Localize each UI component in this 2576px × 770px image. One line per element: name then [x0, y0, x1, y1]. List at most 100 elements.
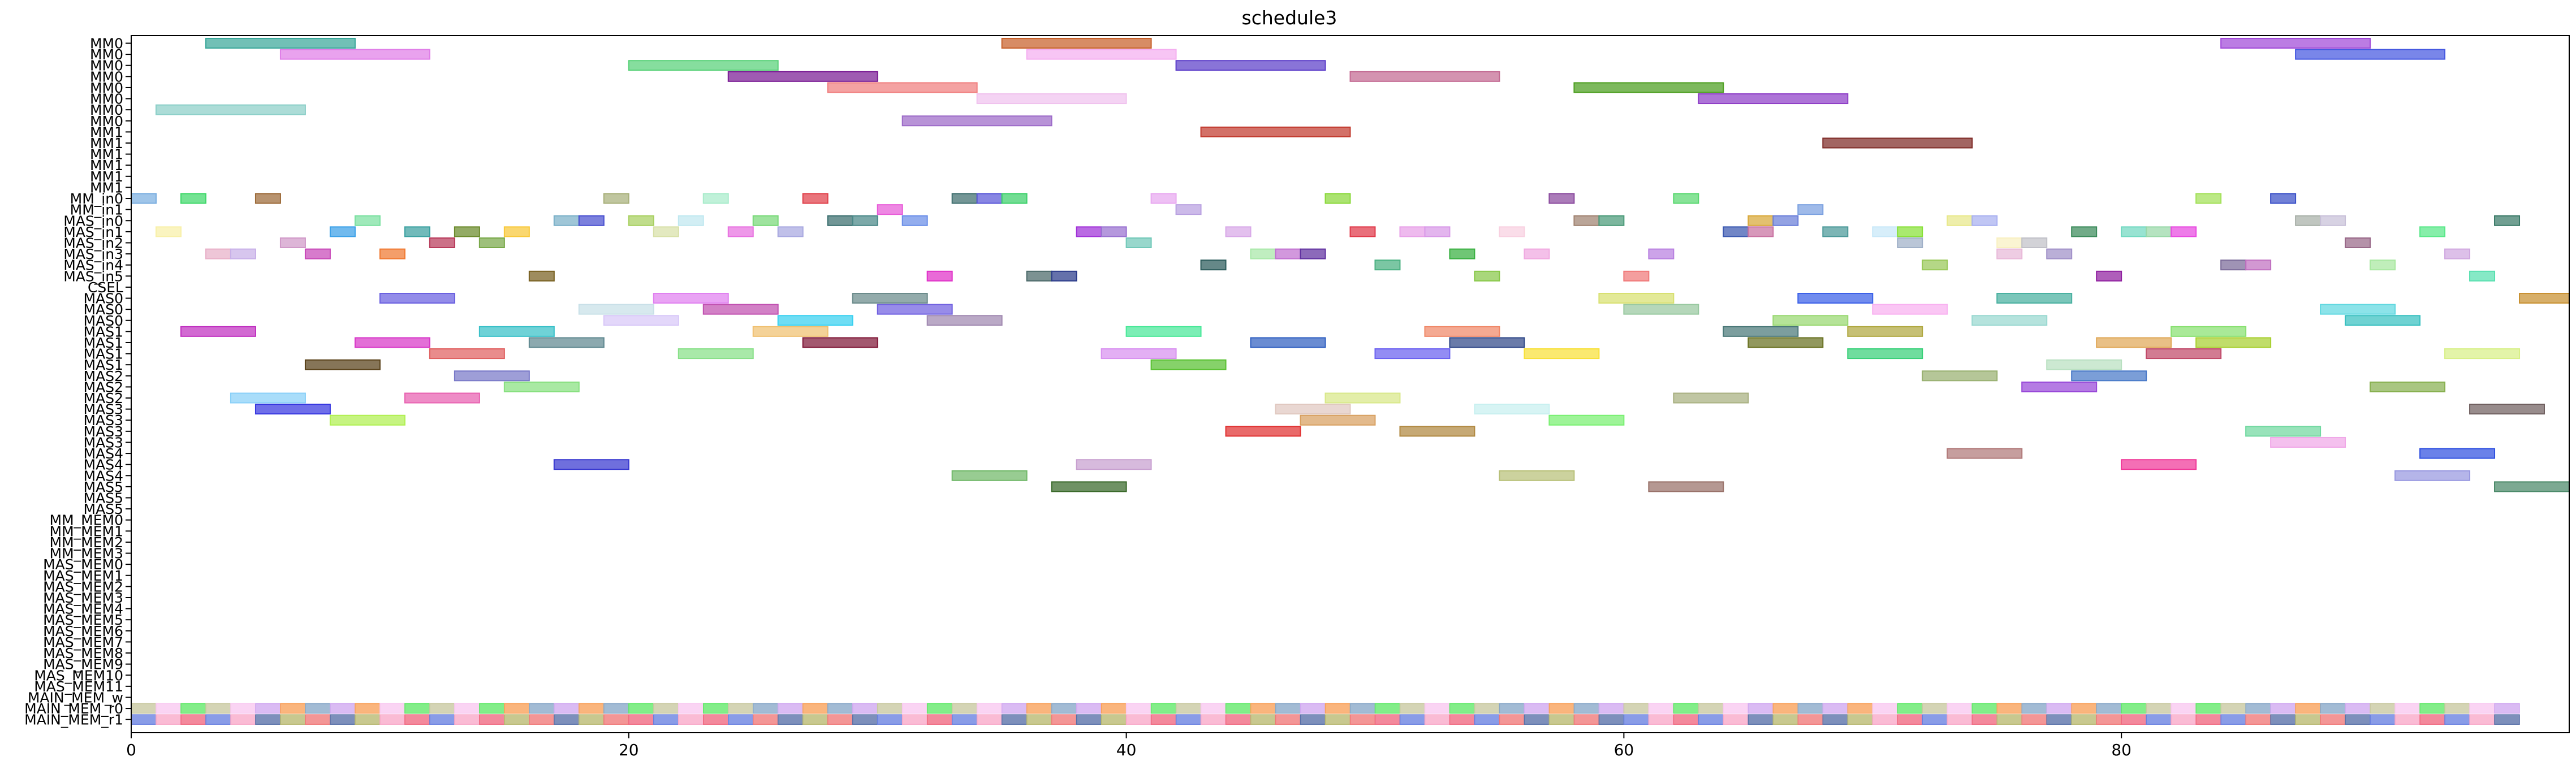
mem-access-bar	[1175, 714, 1202, 725]
row-label: MM_in0	[70, 191, 123, 207]
mem-access-bar	[653, 714, 679, 725]
task-bar	[1747, 337, 1824, 348]
mem-access-bar	[2046, 714, 2072, 725]
task-bar	[1001, 38, 1152, 49]
mem-access-bar	[2370, 703, 2396, 714]
mem-access-bar	[1996, 714, 2022, 725]
row-label: MM1	[90, 146, 123, 163]
task-bar	[2121, 226, 2147, 237]
task-bar	[2394, 470, 2471, 481]
mem-access-bar	[454, 703, 480, 714]
row-label: MAS1	[84, 346, 123, 362]
row-label: MAIN_MEM_r0	[24, 700, 123, 717]
task-bar	[653, 226, 679, 237]
row-label: MM0	[90, 36, 123, 52]
task-bar	[2220, 38, 2371, 49]
row-label: MAS0	[84, 313, 123, 329]
mem-access-bar	[1673, 703, 1699, 714]
task-bar	[603, 315, 679, 326]
mem-access-bar	[1996, 703, 2022, 714]
mem-access-bar	[877, 703, 903, 714]
task-bar	[1573, 215, 1600, 226]
task-bar	[1474, 404, 1550, 415]
task-bar	[379, 293, 455, 304]
row-label: MAS_MEM0	[43, 556, 123, 573]
mem-access-bar	[802, 714, 829, 725]
mem-access-bar	[379, 714, 405, 725]
mem-access-bar	[305, 703, 331, 714]
mem-access-bar	[205, 703, 231, 714]
task-bar	[727, 71, 878, 82]
mem-access-bar	[852, 703, 878, 714]
mem-access-bar	[1971, 714, 1997, 725]
task-bar	[2519, 293, 2570, 304]
task-bar	[1797, 204, 1824, 215]
mem-access-bar	[2320, 714, 2346, 725]
mem-access-bar	[877, 714, 903, 725]
task-bar	[1150, 193, 1177, 204]
mem-access-bar	[2419, 703, 2445, 714]
task-bar	[926, 315, 1003, 326]
mem-access-bar	[554, 714, 580, 725]
task-bar	[2270, 436, 2346, 448]
row-label: MAS_MEM4	[43, 601, 123, 617]
task-bar	[1847, 326, 1923, 337]
task-bar	[2494, 481, 2570, 492]
row-label: MAS1	[84, 335, 123, 351]
mem-access-bar	[2394, 703, 2420, 714]
mem-access-bar	[131, 714, 157, 725]
task-bar	[1275, 248, 1301, 259]
mem-access-bar	[2220, 703, 2246, 714]
mem-access-bar	[2171, 714, 2197, 725]
task-bar	[1996, 293, 2073, 304]
task-bar	[2071, 370, 2147, 382]
mem-access-bar	[1872, 703, 1898, 714]
row-label: MAS_in0	[63, 213, 123, 229]
task-bar	[1349, 226, 1376, 237]
task-bar	[2096, 337, 2172, 348]
task-bar	[155, 226, 182, 237]
mem-access-bar	[728, 703, 754, 714]
mem-access-bar	[703, 703, 729, 714]
task-bar	[2295, 215, 2322, 226]
mem-access-bar	[1673, 714, 1699, 725]
task-bar	[329, 226, 356, 237]
row-label: CSEL	[88, 279, 123, 296]
task-bar	[827, 82, 978, 93]
row-label: MM0	[90, 113, 123, 129]
mem-access-bar	[1573, 714, 1600, 725]
mem-access-bar	[1225, 714, 1252, 725]
row-label: MAS3	[84, 412, 123, 429]
task-bar	[1648, 481, 1724, 492]
task-bar	[702, 193, 729, 204]
task-bar	[1200, 126, 1351, 137]
task-bar	[1996, 248, 2023, 259]
task-bar	[1747, 215, 1774, 226]
row-label: MAIN_MEM_r1	[24, 712, 123, 728]
mem-access-bar	[2345, 714, 2371, 725]
mem-access-bar	[330, 714, 356, 725]
task-bar	[2245, 259, 2272, 271]
mem-access-bar	[1349, 703, 1376, 714]
mem-access-bar	[1947, 703, 1973, 714]
mem-access-bar	[777, 714, 804, 725]
mem-access-bar	[1524, 703, 1550, 714]
mem-access-bar	[926, 703, 953, 714]
row-label: MM_MEM2	[50, 534, 123, 551]
task-bar	[1747, 226, 1774, 237]
task-bar	[478, 326, 555, 337]
mem-access-bar	[1026, 714, 1052, 725]
task-bar	[2171, 326, 2247, 337]
task-bar	[1125, 326, 1202, 337]
mem-access-bar	[752, 714, 779, 725]
mem-access-bar	[1399, 714, 1426, 725]
task-bar	[2370, 259, 2396, 271]
mem-access-bar	[579, 703, 605, 714]
task-bar	[2419, 448, 2496, 459]
row-label: MM_MEM0	[50, 512, 123, 529]
mem-access-bar	[1449, 703, 1475, 714]
task-bar	[2146, 226, 2172, 237]
task-bar	[2345, 237, 2371, 248]
row-label: MAS_MEM1	[43, 568, 123, 584]
mem-access-bar	[1872, 714, 1898, 725]
